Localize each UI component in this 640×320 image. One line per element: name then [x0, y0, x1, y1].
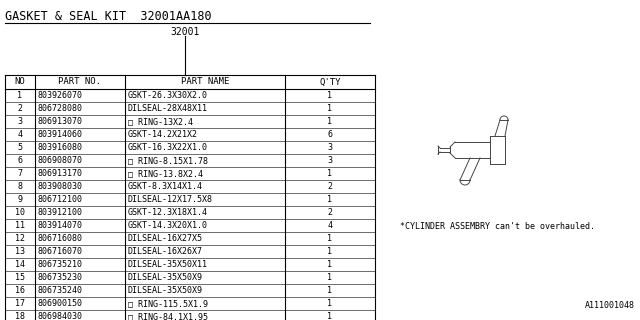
Text: DILSEAL-35X50X11: DILSEAL-35X50X11	[128, 260, 208, 269]
Text: 806984030: 806984030	[38, 312, 83, 320]
Text: 1: 1	[328, 91, 333, 100]
Text: 17: 17	[15, 299, 25, 308]
Text: DILSEAL-16X26X7: DILSEAL-16X26X7	[128, 247, 203, 256]
Text: GSKT-14.3X20X1.0: GSKT-14.3X20X1.0	[128, 221, 208, 230]
Text: 1: 1	[328, 247, 333, 256]
Text: 5: 5	[17, 143, 22, 152]
Text: 32001: 32001	[170, 27, 200, 37]
Text: 7: 7	[17, 169, 22, 178]
Text: 6: 6	[328, 130, 333, 139]
Text: DILSEAL-35X50X9: DILSEAL-35X50X9	[128, 286, 203, 295]
Text: 806913070: 806913070	[38, 117, 83, 126]
Text: PART NAME: PART NAME	[181, 77, 229, 86]
Text: 803914060: 803914060	[38, 130, 83, 139]
Text: 806728080: 806728080	[38, 104, 83, 113]
Text: 13: 13	[15, 247, 25, 256]
Text: 16: 16	[15, 286, 25, 295]
Text: 1: 1	[328, 104, 333, 113]
Text: □ RING-13X2.4: □ RING-13X2.4	[128, 117, 193, 126]
Text: GSKT-14.2X21X2: GSKT-14.2X21X2	[128, 130, 198, 139]
Text: DILSEAL-16X27X5: DILSEAL-16X27X5	[128, 234, 203, 243]
Text: 10: 10	[15, 208, 25, 217]
Text: 806716080: 806716080	[38, 234, 83, 243]
Text: 806735210: 806735210	[38, 260, 83, 269]
Text: *CYLINDER ASSEMBRY can't be overhauled.: *CYLINDER ASSEMBRY can't be overhauled.	[400, 222, 595, 231]
Text: 806900150: 806900150	[38, 299, 83, 308]
Text: 11: 11	[15, 221, 25, 230]
Text: 2: 2	[328, 208, 333, 217]
Text: 3: 3	[328, 156, 333, 165]
Text: 18: 18	[15, 312, 25, 320]
Text: □ RING-13.8X2.4: □ RING-13.8X2.4	[128, 169, 203, 178]
Text: 1: 1	[328, 299, 333, 308]
Text: □ RING-84.1X1.95: □ RING-84.1X1.95	[128, 312, 208, 320]
Text: 14: 14	[15, 260, 25, 269]
Text: 1: 1	[328, 234, 333, 243]
Text: 803908030: 803908030	[38, 182, 83, 191]
Text: 1: 1	[328, 117, 333, 126]
Text: 806716070: 806716070	[38, 247, 83, 256]
Text: 806913170: 806913170	[38, 169, 83, 178]
Text: GASKET & SEAL KIT  32001AA180: GASKET & SEAL KIT 32001AA180	[5, 10, 212, 23]
Text: 3: 3	[17, 117, 22, 126]
Text: 1: 1	[328, 195, 333, 204]
Text: 15: 15	[15, 273, 25, 282]
Text: 803916080: 803916080	[38, 143, 83, 152]
Text: 1: 1	[17, 91, 22, 100]
Text: GSKT-26.3X30X2.0: GSKT-26.3X30X2.0	[128, 91, 208, 100]
Text: □ RING-115.5X1.9: □ RING-115.5X1.9	[128, 299, 208, 308]
Text: 4: 4	[17, 130, 22, 139]
Text: GSKT-12.3X18X1.4: GSKT-12.3X18X1.4	[128, 208, 208, 217]
Text: NO: NO	[15, 77, 26, 86]
Text: 1: 1	[328, 273, 333, 282]
Text: 806712100: 806712100	[38, 195, 83, 204]
Text: 4: 4	[328, 221, 333, 230]
Text: 1: 1	[328, 312, 333, 320]
Text: DILSEAL-35X50X9: DILSEAL-35X50X9	[128, 273, 203, 282]
Text: 806735240: 806735240	[38, 286, 83, 295]
Text: 12: 12	[15, 234, 25, 243]
Text: 8: 8	[17, 182, 22, 191]
Text: A111001048: A111001048	[585, 301, 635, 310]
Text: 803914070: 803914070	[38, 221, 83, 230]
Text: DILSEAL-28X48X11: DILSEAL-28X48X11	[128, 104, 208, 113]
Text: 3: 3	[328, 143, 333, 152]
Text: DILSEAL-12X17.5X8: DILSEAL-12X17.5X8	[128, 195, 213, 204]
Text: 2: 2	[328, 182, 333, 191]
Text: 1: 1	[328, 169, 333, 178]
Text: 6: 6	[17, 156, 22, 165]
Text: 803926070: 803926070	[38, 91, 83, 100]
Text: GSKT-8.3X14X1.4: GSKT-8.3X14X1.4	[128, 182, 203, 191]
Text: 806735230: 806735230	[38, 273, 83, 282]
Text: 803912100: 803912100	[38, 208, 83, 217]
Text: Q'TY: Q'TY	[319, 77, 340, 86]
Text: 806908070: 806908070	[38, 156, 83, 165]
Text: □ RING-8.15X1.78: □ RING-8.15X1.78	[128, 156, 208, 165]
Text: PART NO.: PART NO.	[58, 77, 102, 86]
Text: 1: 1	[328, 286, 333, 295]
Text: GSKT-16.3X22X1.0: GSKT-16.3X22X1.0	[128, 143, 208, 152]
Text: 9: 9	[17, 195, 22, 204]
Text: 2: 2	[17, 104, 22, 113]
Text: 1: 1	[328, 260, 333, 269]
